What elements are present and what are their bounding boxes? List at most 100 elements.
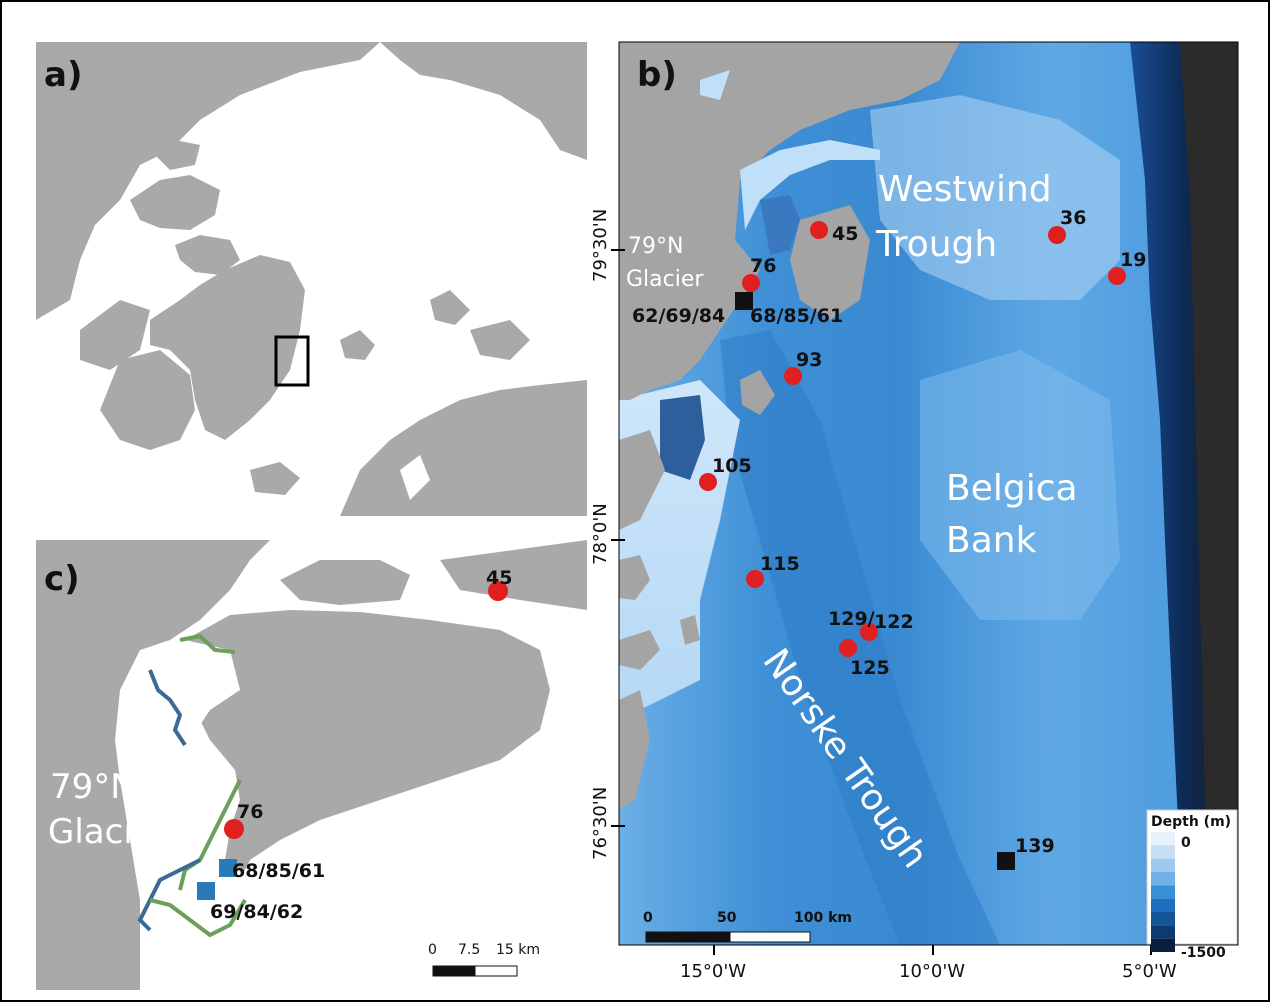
fjord-c-upper (150, 640, 240, 740)
glacier-label-b-2: Glacier (626, 267, 704, 292)
depth-legend-swatch (1151, 925, 1175, 939)
island-1 (740, 370, 775, 415)
lat-ticks: 79°30'N 78°0'N 76°30'N (590, 209, 625, 860)
glacier-label-c-2: Glacier (48, 812, 168, 852)
land-lambert (790, 205, 870, 320)
station-marker (860, 623, 878, 641)
fjord-north (700, 70, 730, 100)
station-label: 45 (832, 223, 858, 245)
water-white-sea (400, 455, 430, 500)
panel-b-stations: 45 36 19 76 93 105 115 129/ 122 125 62/6… (632, 207, 1146, 870)
land-scandinavia (340, 380, 587, 516)
glacier-label-b-1: 79°N (628, 234, 683, 259)
grounding-line-green (149, 898, 247, 938)
scale-b-mid: 50 (717, 910, 737, 926)
land-archipelago-4 (80, 300, 150, 370)
panel-b-border (618, 41, 1239, 946)
panel-b-map (619, 42, 1238, 945)
island-3 (619, 630, 660, 670)
belgica-shallows (920, 350, 1120, 620)
station-label: 76 (750, 255, 776, 277)
land-greenland-b (619, 42, 960, 400)
station-label: 115 (760, 553, 800, 575)
land-c-west (36, 540, 270, 990)
depth-legend-title: Depth (m) (1151, 814, 1231, 830)
deep-sea-relief (1180, 42, 1238, 945)
deep-fjord (660, 395, 705, 480)
station-label: 125 (850, 657, 890, 679)
station-marker (746, 570, 764, 588)
land-baffin (100, 350, 195, 450)
square-station-label: 69/84/62 (210, 901, 303, 923)
depth-legend-swatch (1151, 832, 1175, 846)
square-station-label-right: 68/85/61 (750, 305, 843, 327)
square-station-label: 68/85/61 (232, 860, 325, 882)
scale-b-0: 0 (643, 910, 653, 926)
lat-tick-label: 76°30'N (590, 787, 611, 860)
square-station-label: 139 (1015, 835, 1055, 857)
depth-legend-max: -1500 (1181, 945, 1226, 961)
depth-legend-swatch (1151, 898, 1175, 912)
land-c-northeast (440, 540, 587, 610)
panel-a-map (36, 42, 587, 516)
lon-tick-label: 5°0'W (1122, 961, 1177, 982)
station-marker (742, 274, 760, 292)
land-north-america (36, 42, 380, 320)
land-archipelago-2 (175, 235, 240, 275)
station-marker (1108, 267, 1126, 285)
station-marker (810, 221, 828, 239)
lat-tick-label: 78°0'N (590, 503, 611, 565)
island-4 (680, 615, 700, 645)
study-area-box (274, 335, 310, 387)
panel-c-map (36, 540, 587, 990)
station-marker (699, 473, 717, 491)
land-svalbard (340, 330, 375, 360)
square-station-marker (997, 852, 1015, 870)
station-marker (224, 819, 244, 839)
scale-bar-c: 0 7.5 15 km (428, 942, 540, 977)
station-label: 76 (237, 801, 263, 823)
depth-legend-swatches (1151, 832, 1175, 952)
belgica-label-1: Belgica (946, 468, 1078, 509)
land-archipelago-1 (130, 175, 220, 230)
land-archipelago-3 (150, 140, 200, 170)
station-marker (1048, 226, 1066, 244)
land-coast-south (619, 690, 650, 810)
fjord-79n (740, 140, 880, 230)
land-c-island-top (280, 560, 410, 605)
depth-legend-swatch (1151, 885, 1175, 899)
lat-tick-label: 79°30'N (590, 209, 611, 282)
land-novaya-zemlya (470, 320, 530, 360)
scale-c-end: 15 km (496, 942, 540, 958)
scale-c-0: 0 (428, 942, 437, 958)
scale-bar-b: 0 50 100 km (643, 910, 852, 943)
panel-c-label: c) (44, 559, 80, 599)
panel-a-label: a) (44, 55, 82, 95)
depth-legend-min: 0 (1181, 835, 1191, 851)
depth-legend: Depth (m) 0 -1500 (1146, 809, 1238, 961)
island-2 (619, 555, 650, 600)
square-station-marker (735, 292, 753, 310)
panel-c-stations: 45 76 68/85/61 69/84/62 (197, 567, 512, 923)
station-label: 105 (712, 455, 752, 477)
grounding-line-blue (148, 669, 187, 747)
station-label: 45 (486, 567, 512, 589)
station-label: 36 (1060, 207, 1086, 229)
land-c-peninsula (185, 610, 550, 880)
scale-c-mid: 7.5 (458, 942, 480, 958)
station-marker (839, 639, 857, 657)
glacier-tongue (760, 195, 800, 255)
square-station-marker (219, 859, 237, 877)
depth-legend-swatch (1151, 872, 1175, 886)
land-siberia (380, 42, 587, 160)
land-franz-josef (430, 290, 470, 325)
westwind-label-2: Trough (875, 224, 997, 265)
depth-legend-swatch (1151, 938, 1175, 952)
scale-b-end: 100 km (794, 910, 852, 926)
lon-ticks: 15°0'W 10°0'W 5°0'W (680, 945, 1177, 982)
station-label: 122 (874, 611, 914, 633)
lon-tick-label: 15°0'W (680, 961, 746, 982)
belgica-label-2: Bank (946, 520, 1037, 561)
station-label: 129/ (828, 608, 875, 630)
